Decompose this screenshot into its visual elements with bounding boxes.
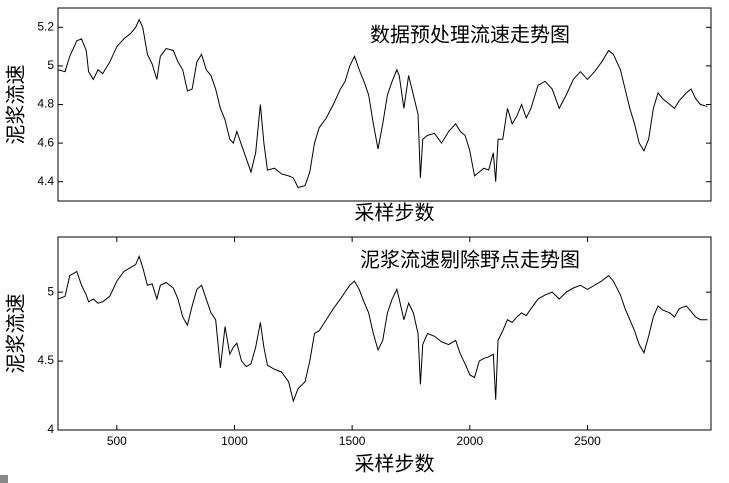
- x-axis-label: 采样步数: [355, 453, 435, 476]
- axes-frame: [57, 236, 712, 431]
- y-tick-label: 4.8: [37, 97, 54, 111]
- x-tick-label: 2000: [456, 434, 483, 448]
- y-axis-label: 泥浆流速: [5, 294, 28, 374]
- x-axis-label: 采样步数: [355, 202, 435, 225]
- chart-title: 数据预处理流速走势图: [370, 24, 570, 47]
- y-tick-label: 4: [47, 422, 54, 436]
- y-axis-label: 泥浆流速: [5, 65, 28, 145]
- y-tick-label: 5: [47, 58, 54, 72]
- y-tick-label: 5.2: [37, 19, 54, 33]
- x-tick-label: 1500: [339, 434, 366, 448]
- corner-mark: [0, 475, 8, 483]
- x-tick-label: 2500: [574, 434, 601, 448]
- y-tick-label: 4.4: [37, 174, 54, 188]
- axes-frame: [57, 7, 712, 202]
- y-tick-label: 4.5: [37, 353, 54, 367]
- x-tick-label: 500: [107, 434, 127, 448]
- chart-title: 泥浆流速剔除野点走势图: [360, 249, 580, 272]
- y-tick-label: 5: [47, 284, 54, 298]
- data-line: [57, 254, 708, 403]
- y-tick-label: 4.6: [37, 135, 54, 149]
- x-tick-label: 1000: [221, 434, 248, 448]
- data-line: [57, 18, 708, 189]
